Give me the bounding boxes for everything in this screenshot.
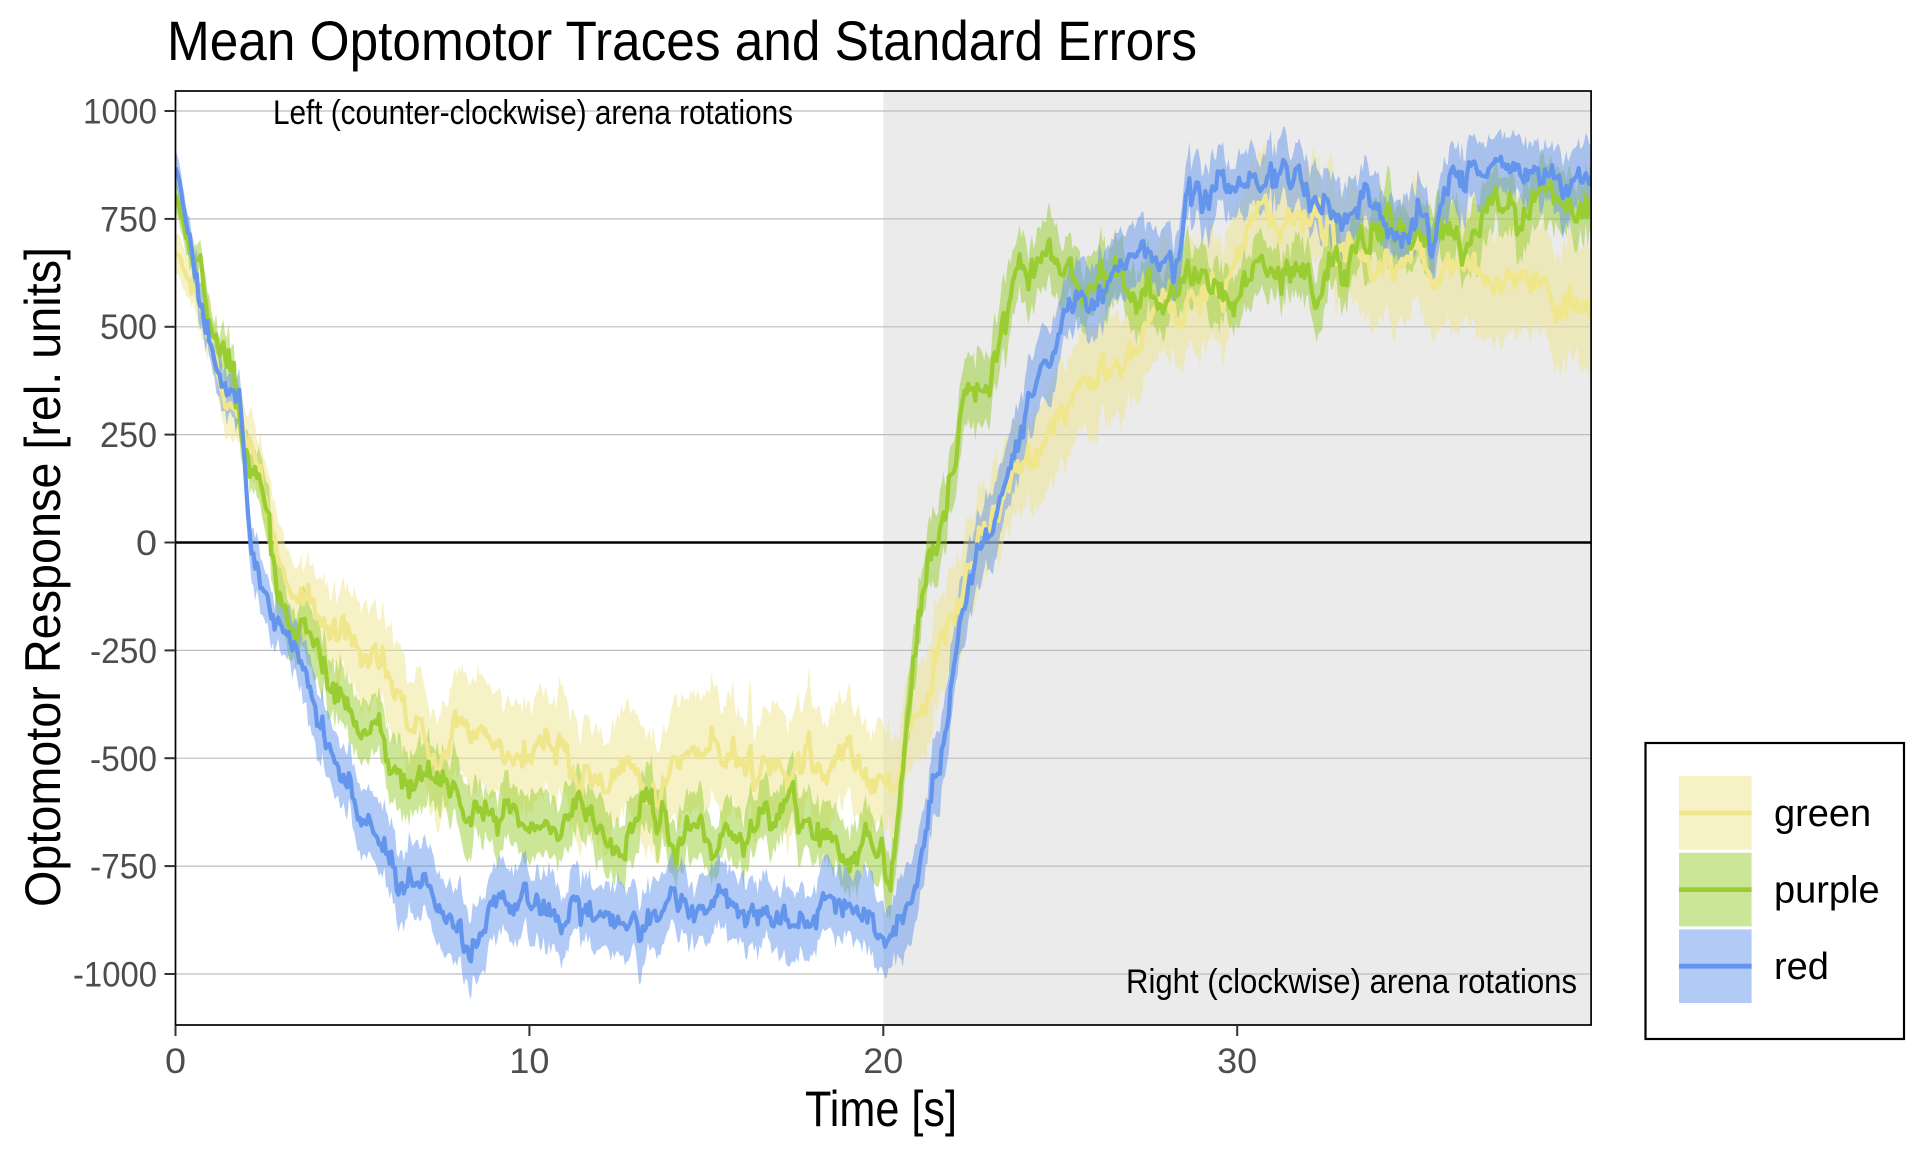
- svg-text:-1000: -1000: [73, 956, 157, 995]
- svg-text:-500: -500: [90, 740, 157, 779]
- svg-text:500: 500: [100, 308, 157, 347]
- svg-text:0: 0: [136, 524, 157, 563]
- svg-text:Mean Optomotor Traces and Stan: Mean Optomotor Traces and Standard Error…: [167, 9, 1197, 72]
- svg-text:250: 250: [100, 416, 157, 455]
- svg-text:Left (counter-clockwise) arena: Left (counter-clockwise) arena rotations: [273, 94, 793, 132]
- svg-text:750: 750: [100, 200, 157, 239]
- svg-text:green: green: [1774, 793, 1871, 835]
- svg-text:red: red: [1774, 946, 1829, 988]
- svg-text:-750: -750: [90, 848, 157, 887]
- svg-text:1000: 1000: [83, 93, 157, 132]
- svg-text:30: 30: [1217, 1042, 1257, 1081]
- svg-text:20: 20: [863, 1042, 903, 1081]
- svg-text:-250: -250: [90, 632, 157, 671]
- svg-text:purple: purple: [1774, 870, 1880, 912]
- svg-text:0: 0: [165, 1042, 186, 1081]
- svg-text:Time [s]: Time [s]: [805, 1081, 957, 1137]
- svg-text:10: 10: [509, 1042, 549, 1081]
- svg-text:Right (clockwise) arena rotati: Right (clockwise) arena rotations: [1126, 963, 1577, 1001]
- svg-text:Optomotor Response [rel. units: Optomotor Response [rel. units]: [15, 247, 71, 907]
